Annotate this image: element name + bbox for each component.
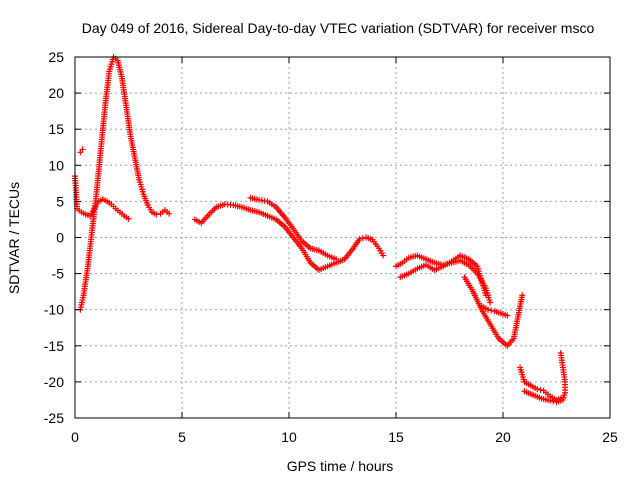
y-tick-label: 25 <box>48 49 64 65</box>
data-point <box>356 235 363 242</box>
y-tick-label: 5 <box>56 193 64 209</box>
data-point <box>333 256 340 263</box>
series-arc-midday-b <box>247 194 340 263</box>
series-arc-midday <box>191 201 387 273</box>
series-arc-evening-c <box>461 274 526 349</box>
data-point <box>380 252 387 259</box>
x-tick-label: 5 <box>178 429 186 445</box>
tick-labels: 0 5 10 15 20 25 -25 -20 -15 -10 -5 0 5 10 15 20 25 <box>44 49 618 445</box>
data-point <box>550 398 557 405</box>
data-point <box>534 386 541 393</box>
y-tick-label: -10 <box>44 302 64 318</box>
x-tick-label: 15 <box>388 429 404 445</box>
y-tick-label: -5 <box>52 266 65 282</box>
data-point <box>125 215 132 222</box>
y-tick-label: -20 <box>44 374 64 390</box>
x-tick-label: 20 <box>495 429 511 445</box>
data-point <box>485 306 492 313</box>
series-arc-late-b <box>521 350 569 406</box>
x-tick-label: 25 <box>602 429 618 445</box>
y-tick-label: -15 <box>44 338 64 354</box>
x-tick-label: 10 <box>281 429 297 445</box>
series-arc-peak <box>77 54 173 313</box>
data-point <box>153 211 160 218</box>
series-arc-late <box>517 364 566 403</box>
data-point <box>488 307 495 314</box>
data-point <box>359 235 366 242</box>
series-arc-evening-d <box>478 303 511 319</box>
chart-title: Day 049 of 2016, Sidereal Day-to-day VTE… <box>82 20 595 36</box>
data-point <box>487 299 494 306</box>
data-point <box>547 397 554 404</box>
data-point <box>166 210 173 217</box>
series-arc-early-spike <box>77 146 86 156</box>
y-tick-label: 15 <box>48 121 64 137</box>
y-axis-title: SDTVAR / TECUs <box>6 182 22 294</box>
y-tick-label: 20 <box>48 85 64 101</box>
x-tick-label: 0 <box>71 429 79 445</box>
data-point <box>557 350 564 357</box>
series-arc-evening-b <box>397 252 489 299</box>
y-tick-label: 0 <box>56 230 64 246</box>
axes <box>74 56 611 419</box>
data-point <box>482 292 489 299</box>
grid-lines <box>75 57 610 418</box>
data-point <box>519 292 526 299</box>
y-tick-label: -25 <box>44 410 64 426</box>
data-point <box>79 146 86 153</box>
data-point <box>504 312 511 319</box>
x-axis-title: GPS time / hours <box>287 458 394 474</box>
y-tick-label: 10 <box>48 157 64 173</box>
data-point <box>537 386 544 393</box>
data-points <box>72 54 569 406</box>
